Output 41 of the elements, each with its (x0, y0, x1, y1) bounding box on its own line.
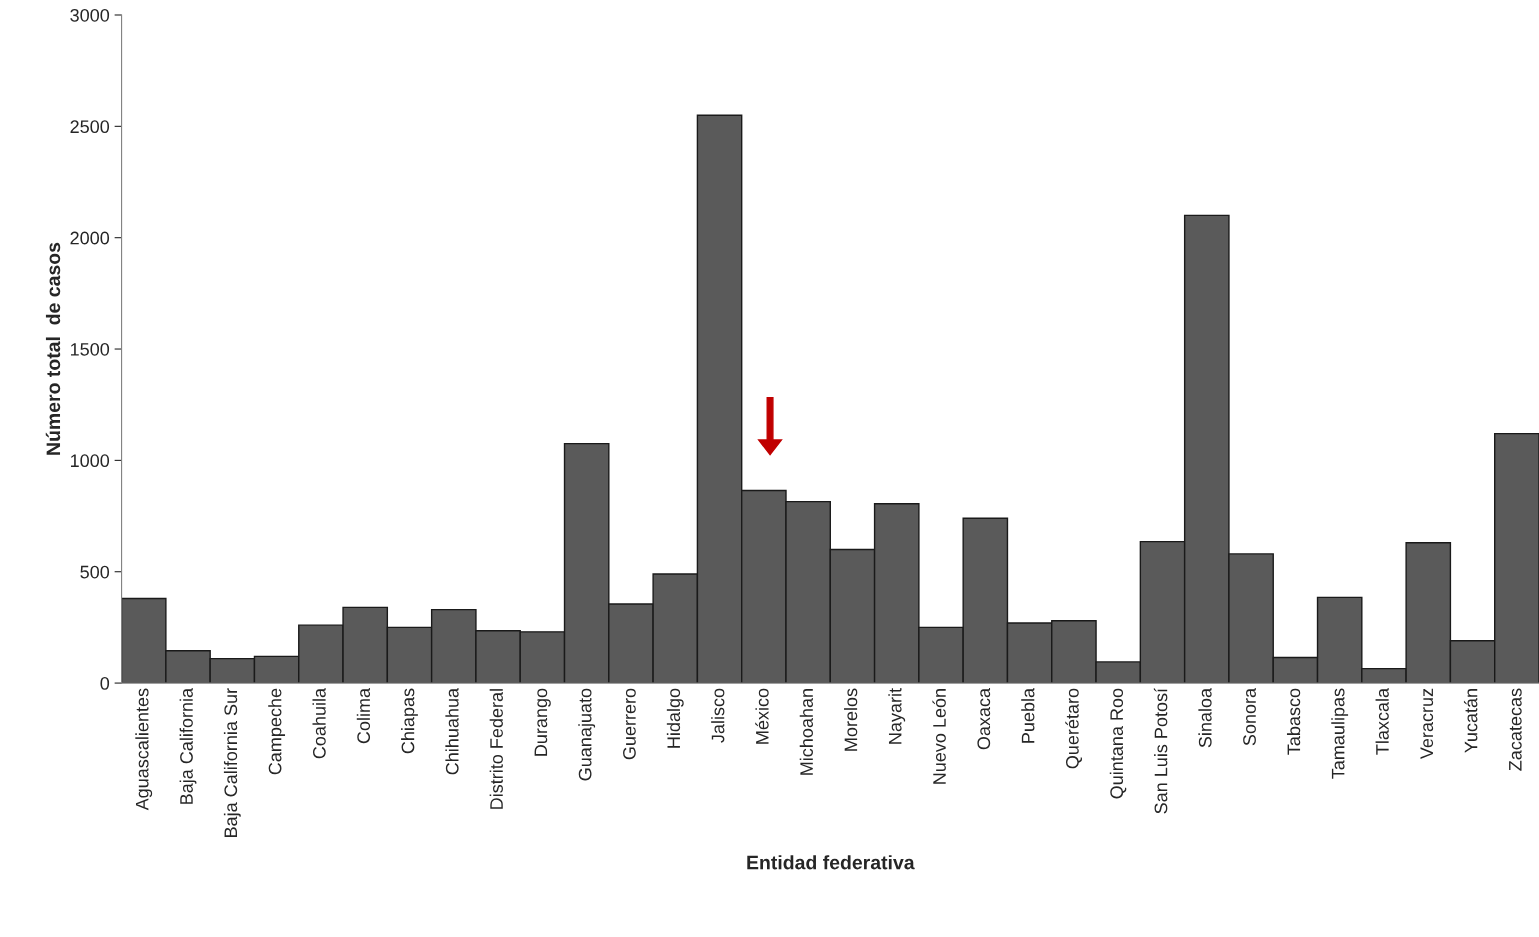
x-tick-label: Nayarit (888, 688, 906, 744)
x-tick-label: Tlaxcala (1375, 687, 1389, 755)
x-tick-label: Michoahan (799, 689, 813, 775)
y-tick-label: 2000 (70, 231, 110, 245)
x-tick-label: Sinaloa (1198, 687, 1212, 748)
x-tick-label: Nuevo León (932, 689, 946, 784)
x-tick-label: Jalisco (711, 688, 725, 743)
x-tick-label: Guanajuato (578, 688, 596, 781)
x-tick-label: Campeche (268, 688, 286, 775)
x-tick-label: Zacatecas (1509, 688, 1522, 771)
y-axis-title: Número total de casos (45, 242, 61, 455)
x-tick-label: Yucatán (1463, 689, 1478, 753)
x-tick-label: Veracruz (1420, 688, 1434, 760)
x-tick-label: Chihuahua (445, 687, 459, 775)
y-tick-label: 3000 (70, 8, 110, 22)
y-tick-label: 1500 (70, 342, 110, 356)
x-tick-label: Querétaro (1065, 688, 1082, 769)
x-tick-label: Puebla (1021, 687, 1035, 743)
y-tick-label: 2500 (70, 120, 110, 134)
x-tick-label: Oaxaca (977, 687, 991, 750)
x-tick-label: Baja California (179, 687, 197, 804)
x-axis-title: Entidad federativa (747, 855, 915, 870)
x-tick-label: Coahuila (312, 687, 326, 759)
x-tick-label: Chiapas (401, 688, 418, 754)
x-tick-label: Tamaulipas (1331, 688, 1349, 779)
x-tick-label: Hidalgo (666, 688, 684, 748)
x-tick-label: Guerrero (623, 688, 636, 760)
x-tick-label: Aguascalientes (135, 688, 153, 811)
x-tick-label: Tabasco (1286, 688, 1301, 755)
x-tick-label: Baja California Sur (223, 688, 241, 837)
x-tick-label: Sonora (1243, 687, 1256, 746)
x-tick-label: México (755, 688, 769, 744)
x-tick-label: Durango (534, 688, 551, 756)
x-tick-label: Distrito Federal (489, 689, 503, 809)
x-tick-label: Morelos (844, 688, 858, 751)
y-tick-label: 0 (100, 677, 110, 690)
y-tick-label: 500 (80, 565, 110, 579)
x-tick-label: Colima (356, 687, 371, 744)
x-tick-label: San Luis Potosí (1153, 688, 1168, 814)
y-tick-label: 1000 (70, 454, 110, 468)
x-tick-label: Quintana Roo (1109, 688, 1127, 799)
